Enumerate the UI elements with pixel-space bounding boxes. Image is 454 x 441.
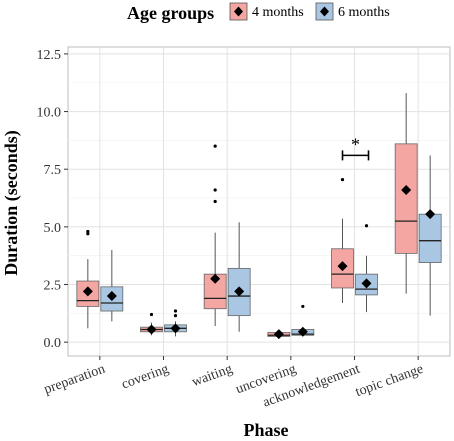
outlier-point [173, 314, 178, 318]
legend-label-4-months: 4 months [252, 5, 304, 20]
mean-marker [82, 286, 93, 297]
outlier-point [213, 199, 217, 204]
mean-marker [401, 184, 412, 195]
x-tick-label: covering [120, 362, 171, 393]
y-tick-label: 0.0 [44, 336, 62, 351]
legend-key-6-months-diamond [320, 6, 329, 17]
y-tick-label: 5.0 [44, 221, 62, 236]
box-covering-6-months [164, 309, 187, 337]
legend: Age groups 4 months 6 months [127, 2, 390, 23]
box-preparation-6-months [100, 249, 124, 322]
mean-marker [361, 278, 372, 289]
box-body [418, 213, 442, 264]
y-axis: 0.0 2.5 5.0 7.5 10.0 12.5 [37, 48, 68, 351]
plot-panel: * [67, 46, 451, 357]
outlier-point [173, 309, 178, 313]
mean-marker [146, 324, 157, 335]
significance-star: * [351, 134, 360, 154]
box-topic-change-4-months [394, 93, 418, 294]
legend-label-6-months: 6 months [338, 5, 390, 20]
box-acknowledgement-6-months [355, 224, 378, 313]
mean-marker [106, 291, 117, 302]
box-preparation-4-months [76, 229, 100, 329]
y-axis-title: Duration (seconds) [1, 130, 22, 276]
box-covering-4-months [140, 312, 163, 336]
legend-title: Age groups [127, 3, 214, 23]
x-tick-label: preparation [42, 362, 107, 398]
y-tick-label: 7.5 [44, 163, 62, 178]
outlier-point [213, 144, 217, 148]
x-axis: preparation covering waiting uncoveringackn… [42, 356, 426, 411]
plot-background [67, 46, 451, 357]
y-tick-label: 12.5 [37, 48, 62, 63]
box-waiting-4-months [203, 144, 227, 327]
box-acknowledgement-4-months [331, 177, 354, 303]
outlier-point [364, 224, 369, 228]
mean-marker [170, 323, 181, 334]
outlier-point [86, 229, 90, 234]
mean-marker [337, 261, 348, 272]
y-tick-label: 2.5 [44, 279, 62, 294]
mean-marker [210, 273, 221, 284]
y-tick-label: 10.0 [37, 106, 62, 121]
mean-marker [297, 326, 308, 337]
x-tick-label: topic change [354, 362, 426, 400]
mean-marker [425, 209, 436, 220]
outlier-point [213, 188, 217, 192]
outlier-point [149, 312, 154, 317]
x-axis-title: Phase [244, 420, 289, 440]
outlier-point [86, 232, 90, 236]
box-waiting-6-months [227, 222, 251, 332]
mean-marker [234, 286, 245, 297]
box-uncovering-4-months [267, 329, 291, 340]
outlier-point [340, 177, 345, 182]
box-body [394, 143, 418, 254]
box-topic-change-6-months [418, 155, 442, 316]
mean-marker [273, 329, 284, 340]
outlier-point [301, 304, 305, 309]
legend-key-4-months-diamond [234, 6, 243, 17]
box-uncovering-6-months [291, 304, 315, 337]
x-tick-label: waiting [190, 362, 235, 390]
